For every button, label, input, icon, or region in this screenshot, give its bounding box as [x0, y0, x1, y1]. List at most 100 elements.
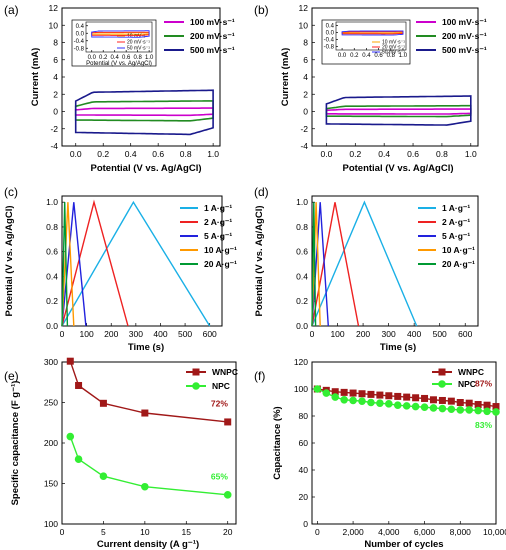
x-axis-title: Number of cycles: [364, 539, 443, 550]
data-point: [367, 390, 375, 398]
y-tick-label: 0.4: [46, 271, 58, 281]
x-tick-label: 2,000: [342, 527, 364, 537]
x-tick-label: 0.8: [387, 53, 396, 59]
y-tick-label: 120: [294, 357, 308, 367]
series-line: [311, 202, 321, 327]
x-tick-label: 0.0: [70, 149, 82, 159]
panel-label: (d): [254, 185, 269, 199]
series-line: [61, 200, 211, 327]
data-point: [456, 399, 464, 406]
x-tick-label: 0.8: [133, 55, 142, 61]
y-tick-label: 0: [303, 107, 308, 117]
y-tick-label: -4: [50, 141, 58, 151]
data-point: [66, 357, 74, 365]
y-axis-title: Current (mA): [280, 48, 291, 107]
x-tick-label: 0.6: [122, 55, 131, 61]
y-tick-label: 0.4: [76, 24, 85, 30]
y-tick-label: -0.4: [74, 39, 85, 45]
data-point: [358, 397, 366, 405]
legend-label: WNPC: [212, 367, 238, 377]
x-tick-label: 8,000: [450, 527, 472, 537]
y-tick-label: 6: [53, 55, 58, 65]
y-tick-label: 12: [299, 3, 309, 13]
x-tick-label: 100: [330, 329, 344, 339]
x-tick-label: 0.0: [338, 53, 347, 59]
data-point: [402, 402, 411, 410]
data-point: [393, 401, 402, 410]
cv-curve: [325, 108, 472, 115]
data-point: [394, 392, 402, 400]
y-tick-label: 0.0: [46, 321, 58, 331]
x-tick-label: 100: [80, 329, 94, 339]
data-point: [141, 482, 149, 491]
x-tick-label: 1.0: [465, 149, 477, 159]
y-tick-label: 0.4: [296, 271, 308, 281]
legend-label: NPC: [458, 379, 476, 389]
y-axis-title: Capacitance (%): [272, 406, 283, 479]
legend-label: NPC: [212, 381, 230, 391]
x-tick-label: 10: [140, 527, 150, 537]
series-line: [69, 360, 228, 423]
x-axis-title: Current density (A g⁻¹): [97, 539, 199, 550]
cv-curve: [74, 100, 214, 122]
plot-frame: [61, 361, 237, 525]
cv-curve: [325, 95, 472, 126]
x-tick-label: 0.4: [378, 149, 390, 159]
data-point: [483, 407, 491, 416]
x-tick-label: 300: [129, 329, 143, 339]
legend-label: 1 A·g⁻¹: [442, 203, 470, 213]
x-axis-title: Potential (V vs. Ag/AgCl): [90, 163, 201, 174]
y-tick-label: 6: [303, 55, 308, 65]
data-point: [465, 399, 473, 407]
data-point: [99, 472, 108, 481]
x-tick-label: 0.2: [349, 149, 361, 159]
y-tick-label: 8: [303, 38, 308, 48]
x-axis-title: Potential (V vs. Ag/AgCl): [342, 163, 453, 174]
x-tick-label: 0: [60, 527, 65, 537]
y-tick-label: 150: [44, 479, 58, 489]
y-tick-label: -0.4: [324, 38, 335, 44]
cv-curve: [74, 89, 214, 136]
y-tick-label: -2: [50, 124, 58, 134]
plot-frame: [85, 21, 153, 53]
data-point: [74, 455, 83, 464]
data-point: [75, 381, 83, 389]
legend-label: 2 A·g⁻¹: [442, 217, 470, 227]
data-point: [492, 408, 500, 416]
series-line: [311, 200, 418, 327]
x-tick-label: 200: [356, 329, 370, 339]
y-tick-label: 0.0: [76, 31, 85, 37]
x-tick-label: 6,000: [414, 527, 436, 537]
series-line: [61, 202, 75, 327]
y-tick-label: 80: [299, 411, 309, 421]
x-tick-label: 10,000: [483, 527, 506, 537]
x-tick-label: 0.2: [97, 149, 109, 159]
y-tick-label: 2: [303, 89, 308, 99]
x-tick-label: 500: [433, 329, 447, 339]
data-point: [411, 402, 420, 411]
x-tick-label: 0.8: [180, 149, 192, 159]
y-tick-label: 2: [53, 89, 58, 99]
legend-label: 100 mV·s⁻¹: [190, 17, 235, 27]
series-line: [69, 436, 228, 496]
data-point: [376, 391, 384, 399]
inset-legend-label: 20 mV·s⁻¹: [382, 45, 405, 51]
panel-label: (a): [4, 3, 19, 17]
y-tick-label: 250: [44, 398, 58, 408]
data-point: [331, 393, 340, 401]
y-tick-label: 10: [299, 20, 309, 30]
y-tick-label: 100: [294, 384, 308, 394]
legend-label: 200 mV·s⁻¹: [442, 31, 487, 41]
inset-cv-curve: [341, 30, 404, 36]
y-tick-label: 0.8: [296, 222, 308, 232]
y-tick-label: 1.0: [46, 197, 58, 207]
y-tick-label: 1.0: [296, 197, 308, 207]
plot-frame: [311, 195, 479, 327]
data-point: [429, 404, 438, 412]
x-tick-label: 0: [315, 527, 320, 537]
data-point: [349, 389, 357, 397]
data-point: [474, 406, 482, 415]
data-point: [438, 396, 446, 404]
panel-label: (b): [254, 3, 269, 17]
data-point: [483, 401, 491, 409]
